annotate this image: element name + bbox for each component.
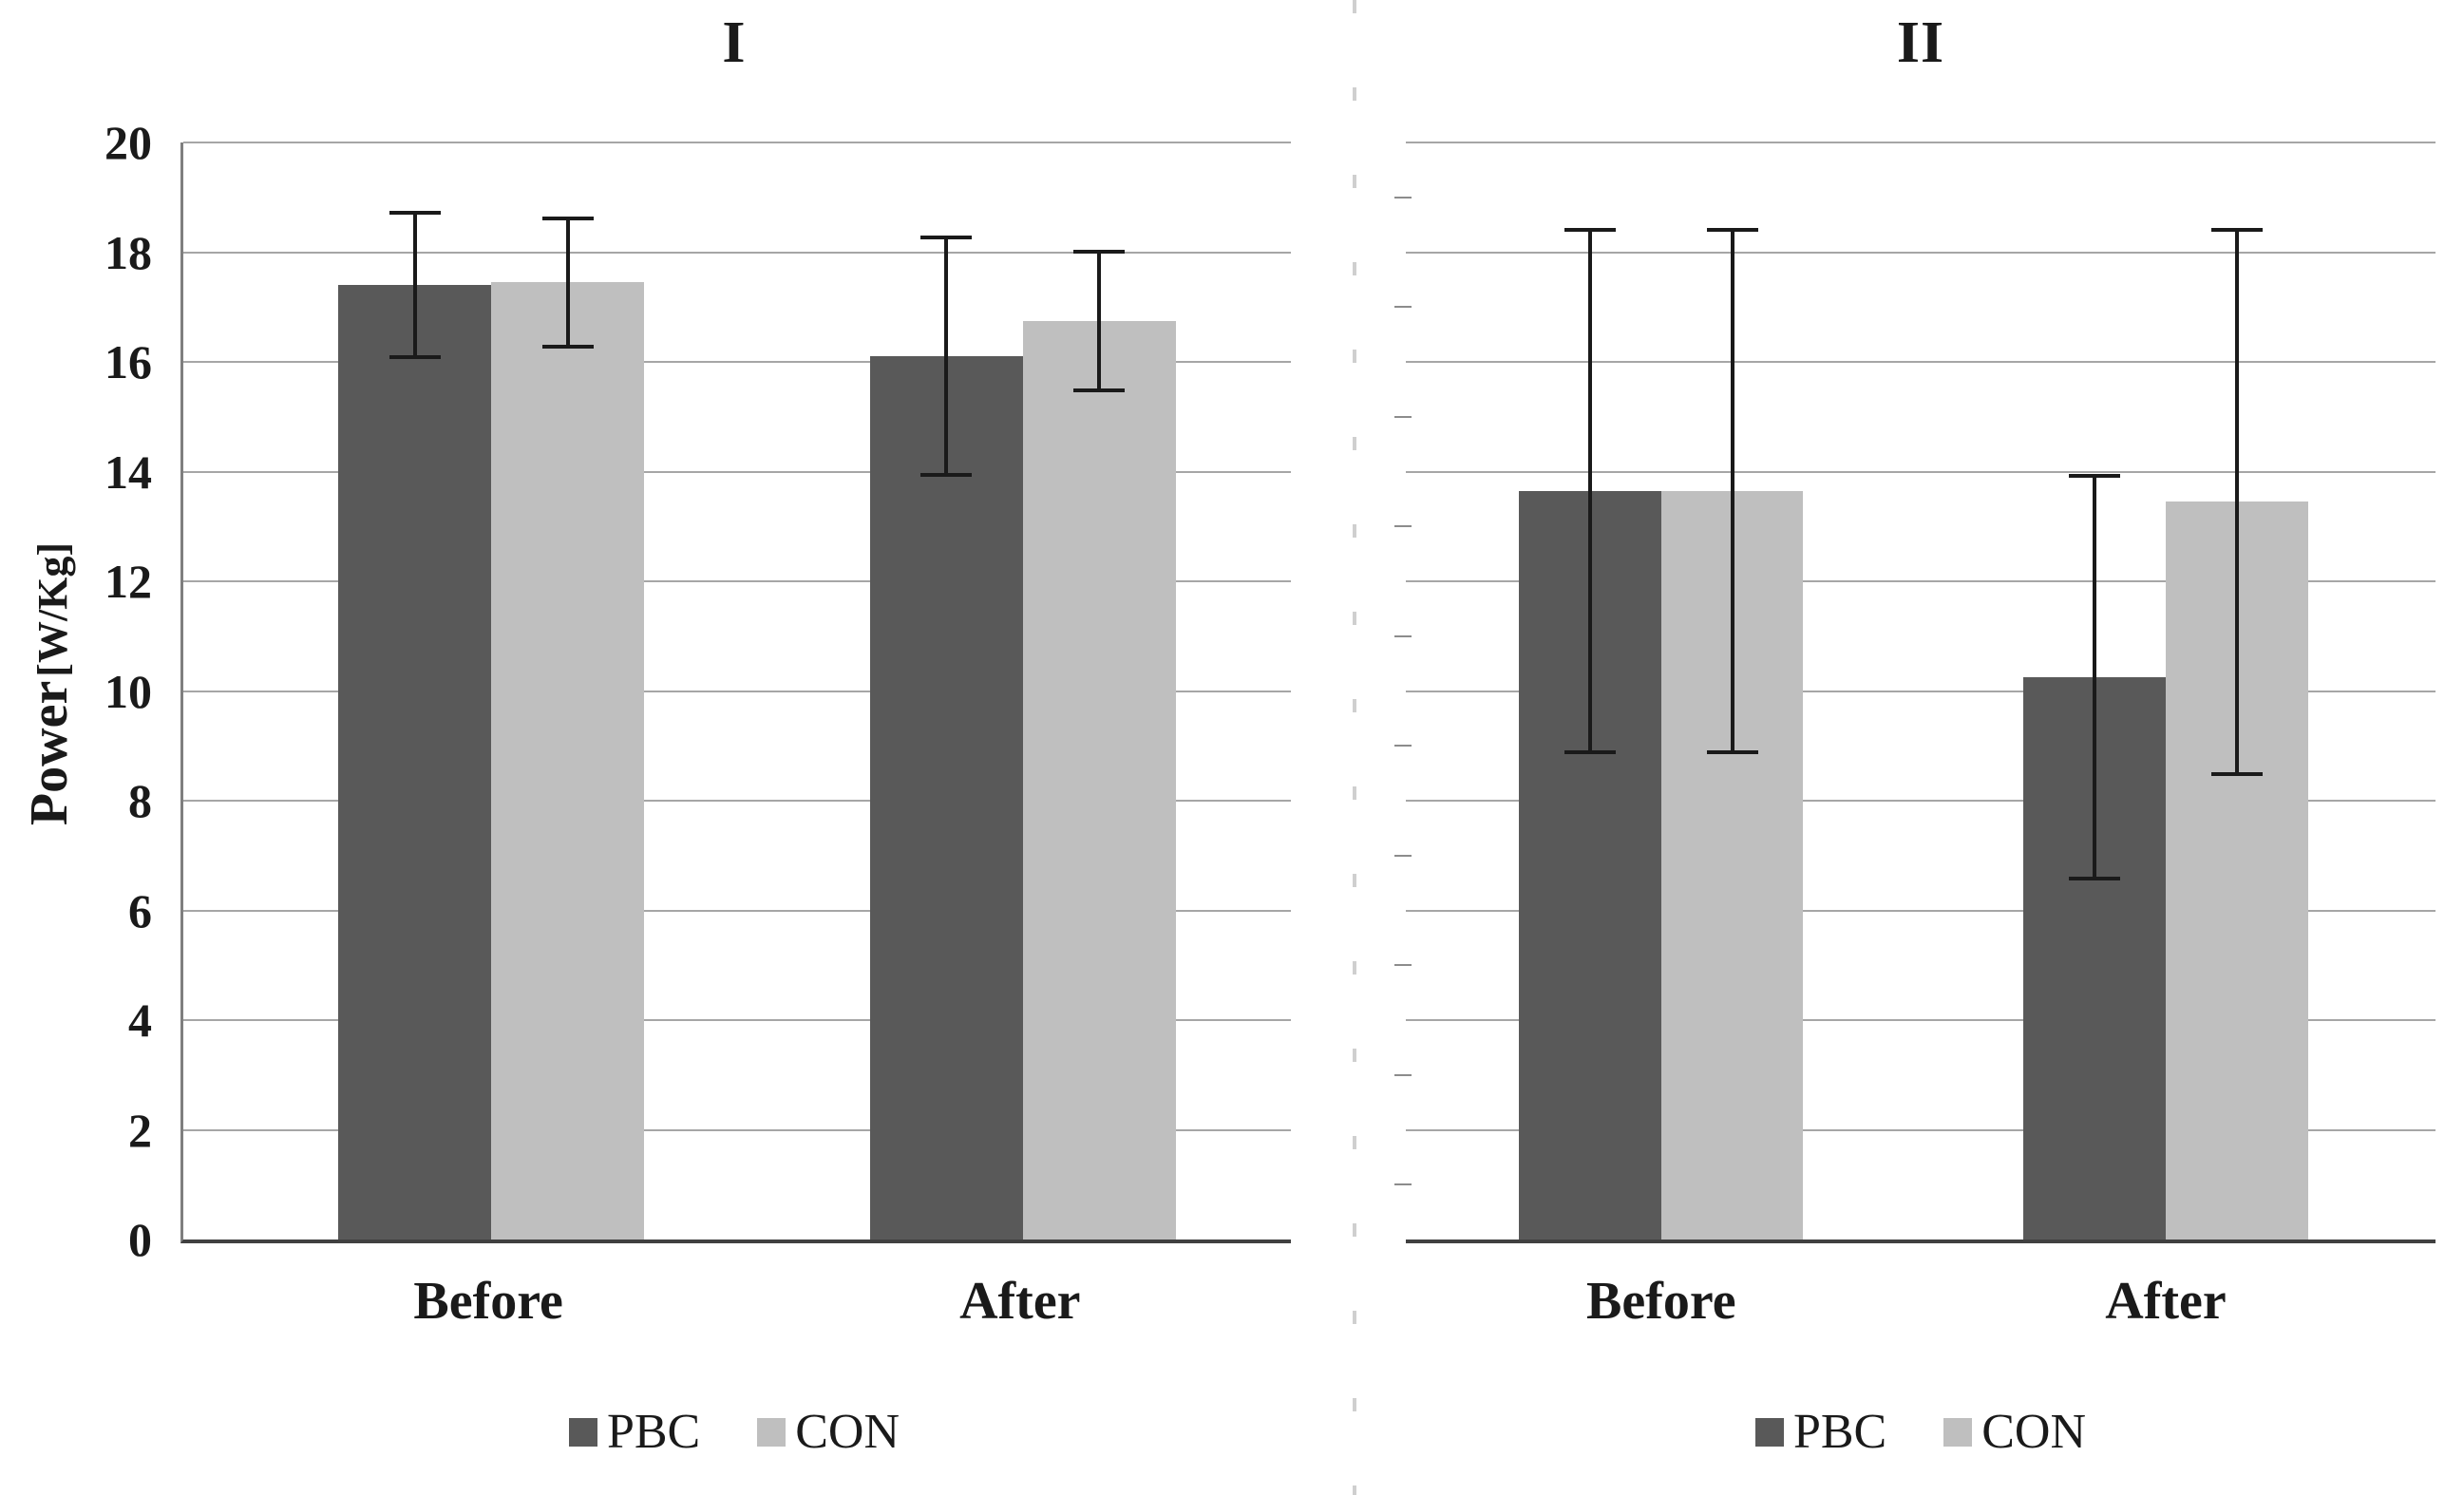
gridline-2 [183,1128,1291,1131]
minor-tick-5 [1394,964,1412,967]
gridline-14 [1406,470,2436,473]
panel-II-legend: PBC CON [1406,1404,2436,1460]
panel-II-title: II [1896,10,1945,75]
y-tick-label-20: 20 [104,116,152,169]
minor-tick-13 [1394,525,1412,528]
legend-swatch-con [1943,1417,1973,1447]
y-tick-label-4: 4 [128,994,152,1047]
gridline-2 [1406,1128,2436,1131]
y-tick-label-14: 14 [104,445,152,499]
panel-I-plot-area [180,142,1291,1243]
y-tick-label-8: 8 [128,774,152,827]
gridline-4 [183,1019,1291,1021]
minor-tick-17 [1394,306,1412,309]
gridline-12 [1406,580,2436,582]
gridline-16 [183,361,1291,363]
y-tick-label-2: 2 [128,1103,152,1157]
legend-label-con: CON [1981,1405,2087,1459]
legend-swatch-pbc [568,1417,597,1447]
gridline-6 [1406,909,2436,912]
gridline-20 [183,142,1291,143]
panel-I-title: I [722,10,747,75]
legend-swatch-pbc [1754,1417,1784,1447]
y-tick-label-6: 6 [128,883,152,937]
minor-tick-7 [1394,854,1412,857]
gridline-6 [183,909,1291,912]
category-label-before: Before [1586,1272,1736,1331]
panel-II-plot-area [1394,142,2436,1243]
minor-tick-3 [1394,1073,1412,1076]
panel-I-legend: PBC CON [180,1404,1288,1460]
category-label-after: After [2105,1272,2227,1331]
minor-tick-1 [1394,1183,1412,1186]
panel-divider-dotted-line [1353,0,1356,1495]
category-label-after: After [959,1272,1081,1331]
legend-label-con: CON [795,1405,900,1459]
gridline-8 [183,800,1291,802]
category-label-before: Before [413,1272,563,1331]
y-tick-label-12: 12 [104,555,152,608]
error-bar-pbc-before [1588,227,1593,754]
legend-item-pbc: PBC [1754,1404,1887,1460]
legend-item-pbc: PBC [568,1404,701,1460]
minor-tick-15 [1394,415,1412,418]
gridline-18 [183,251,1291,254]
y-tick-label-0: 0 [128,1213,152,1266]
y-tick-label-10: 10 [104,664,152,718]
legend-swatch-con [757,1417,787,1447]
error-bar-con-after [1097,249,1102,392]
bar-pbc-after [869,356,1023,1240]
bar-pbc-before [338,285,492,1240]
legend-item-con: CON [1943,1404,2086,1460]
error-bar-con-before [1730,227,1734,754]
gridline-18 [1406,251,2436,254]
y-tick-label-18: 18 [104,225,152,279]
bar-con-after [1022,320,1176,1240]
legend-item-con: CON [757,1404,900,1460]
y-tick-label-16: 16 [104,335,152,388]
minor-tick-19 [1394,196,1412,199]
gridline-14 [183,470,1291,473]
gridline-20 [1406,142,2436,143]
error-bar-con-after [2234,227,2239,777]
gridline-16 [1406,361,2436,363]
error-bar-pbc-after [944,236,949,478]
legend-label-pbc: PBC [606,1405,701,1459]
panel-I-category-labels: Before After [180,1275,1288,1351]
gridline-8 [1406,800,2436,802]
panel-II-category-labels: Before After [1406,1275,2436,1351]
minor-tick-9 [1394,745,1412,748]
gridline-12 [183,580,1291,582]
minor-tick-11 [1394,634,1412,637]
bar-con-before [491,282,645,1240]
gridline-4 [1406,1019,2436,1021]
gridline-10 [183,690,1291,692]
error-bar-pbc-before [412,211,417,360]
legend-label-pbc: PBC [1792,1405,1887,1459]
gridline-10 [1406,690,2436,692]
error-bar-con-before [565,216,570,349]
error-bar-pbc-after [2093,474,2097,880]
y-axis-tick-labels: 0 2 4 6 8 10 12 14 16 18 20 [0,119,163,1263]
